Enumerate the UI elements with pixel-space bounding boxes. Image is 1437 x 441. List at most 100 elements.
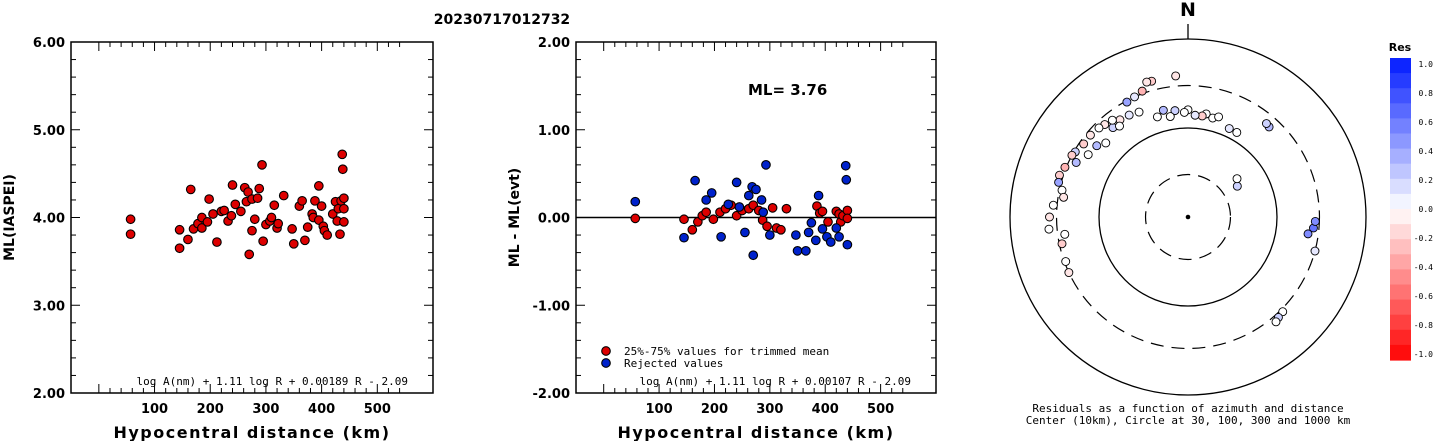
data-point [287,224,297,234]
data-point [257,160,267,170]
data-point [337,164,348,175]
trimmed-mean-point [781,203,792,214]
data-point [226,210,237,221]
trimmed-mean-point [701,207,712,218]
x-axis-label: Hypocentral distance (km) [617,423,894,441]
colorbar-swatch [1390,88,1411,104]
rejected-point [748,250,759,261]
data-point [302,222,313,233]
trimmed-mean-point [767,202,778,213]
ring-30km [1144,173,1232,261]
rejected-point [813,190,824,201]
trimmed-mean-point [842,205,853,216]
colorbar-title: Res [1389,41,1412,54]
data-point [278,190,289,201]
trimmed-mean-point [762,221,772,232]
colorbar-swatch [1390,193,1411,210]
station-point [1137,86,1147,96]
station-point [1061,257,1071,266]
station-point [1060,229,1070,239]
y-tick-label: 6.00 [33,36,65,51]
rejected-point [792,245,803,256]
colorbar-tick-label: -1.0 [1414,350,1433,359]
x-tick-label: 500 [867,402,894,417]
station-point [1092,141,1102,151]
station-point [1261,119,1271,128]
rejected-point [690,175,700,186]
station-point [1271,317,1281,327]
station-point [1101,138,1111,148]
y-axis-label: ML(IASPEI) [2,174,18,261]
data-point [174,243,185,254]
caption-line-2: Center (10km), Circle at 30, 100, 300 an… [1026,414,1351,427]
data-point [322,230,333,240]
colorbar-tick-label: 1.0 [1419,60,1434,69]
data-point [316,201,327,211]
colorbar-swatch [1390,103,1411,119]
colorbar-swatch [1390,314,1411,331]
data-point [266,212,277,223]
data-point [174,224,185,235]
rejected-point [791,230,801,240]
colorbar-tick-label: 0.8 [1419,89,1434,98]
station-point [1142,77,1152,87]
data-point [227,180,238,190]
rejected-point [740,227,750,238]
station-point [1214,112,1224,122]
residual-vs-distance-panel: -2.00 -1.00 0.00 1.00 2.00 100 200 300 400 500 Hyp… [507,36,937,441]
legend-marker [601,346,611,356]
colorbar-swatch [1390,133,1411,150]
data-point [197,223,207,233]
y-tick-label: 5.00 [33,124,65,139]
colorbar-swatch [1390,239,1411,255]
colorbar-swatch [1390,329,1411,346]
legend-marker [601,358,611,368]
y-axis-label: ML - ML(evt) [507,168,523,267]
colorbar-swatch [1390,224,1411,240]
colorbar-swatch [1390,148,1411,165]
data-point [339,203,349,214]
rejected-point [825,237,836,247]
rejected-point [630,196,641,207]
rejected-point [743,190,754,201]
colorbar-swatch [1390,58,1411,74]
rejected-point [834,231,844,242]
ml-annotation: ML= 3.76 [748,81,827,99]
center-dot [1185,214,1191,220]
legend-label: Rejected values [624,357,723,370]
trimmed-mean-point [679,214,689,225]
x-axis-label: Hypocentral distance (km) [113,423,390,441]
data-point [185,184,196,195]
rejected-point [716,231,726,242]
data-point [288,238,299,249]
residual-colorbar: Res 1.0 0.8 0.6 0.4 0.2 0.0 -0.2 -0.4 -0.6 -0.8 -1.… [1389,41,1433,361]
x-tick-label: 400 [308,402,335,417]
rejected-point [761,160,771,170]
rejected-point [758,207,769,218]
rejected-point [723,199,734,210]
data-point [202,217,213,227]
rejected-point [800,245,811,256]
colorbar-swatch [1390,73,1411,89]
colorbar-tick-label: 0.2 [1419,176,1434,185]
colorbar-swatch [1390,269,1411,286]
station-point [1310,216,1320,226]
station-point [1122,97,1132,107]
station-point [1079,139,1089,149]
legend-label: 25%-75% values for trimmed mean [624,345,829,358]
rejected-point [841,174,852,185]
rejected-point [806,217,817,228]
colorbar-tick-label: -0.2 [1414,234,1433,243]
data-point [244,249,255,260]
azimuth-residual-polar-panel: N Residuals as a function of azimuth and … [1009,0,1367,427]
ring-300km [1055,84,1321,350]
data-point [339,193,349,204]
rejected-point [840,160,851,171]
data-point [249,214,260,225]
y-tick-label: 2.00 [538,36,570,51]
station-point [1232,181,1242,191]
station-point [1054,177,1064,187]
rejected-point [734,202,745,212]
station-point [1044,224,1054,234]
colorbar-swatch [1390,284,1411,301]
